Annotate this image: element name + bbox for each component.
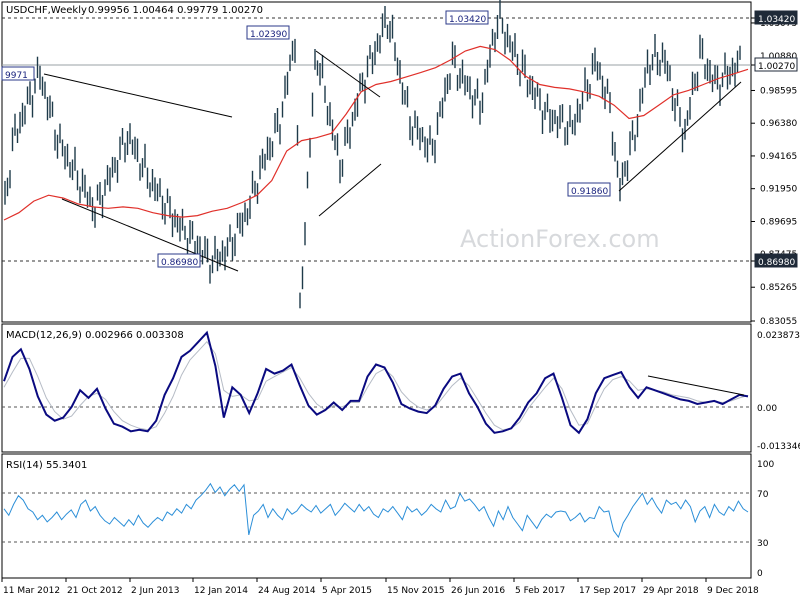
x-axis-tick-label: 12 Jan 2014	[194, 586, 248, 596]
trendline-lower-triangle	[318, 163, 382, 217]
trendline-lower-left	[61, 198, 239, 272]
price-callout-label: 9971	[5, 71, 28, 81]
price-box	[754, 57, 798, 72]
x-axis-tick-label: 17 Sep 2017	[579, 586, 636, 596]
macd-line	[3, 330, 749, 435]
price-box	[754, 10, 798, 25]
x-axis-tick-label: 24 Aug 2014	[258, 586, 316, 596]
x-axis-tick-label: 26 Jun 2016	[451, 586, 505, 596]
x-axis: 11 Mar 2012 21 Oct 2012 2 Jun 2013 12 Jan 2…	[1, 578, 759, 596]
trendline-upper-left	[43, 73, 233, 118]
ohlc-readout: 0.99956 1.00464 0.99779 1.00270	[88, 5, 263, 16]
price-callouts: 1.03420 1.00270 0.86980 1.02390 1.03420 9971 0…	[1, 10, 798, 268]
macd-tick-top: 0.023873	[757, 331, 800, 341]
price-callout-label: 1.02390	[250, 30, 287, 40]
moving-average-line	[3, 45, 749, 221]
macd-pane: MACD(12,26,9) 0.002966 0.003308 0.023873…	[1, 323, 800, 453]
rsi-title: RSI(14) 55.3401	[6, 460, 87, 471]
trendline-upper-triangle	[315, 50, 381, 98]
price-callout-box	[246, 25, 290, 40]
price-box-label: 0.86980	[758, 258, 795, 268]
x-axis-tick-label: 9 Dec 2018	[707, 586, 759, 596]
price-box-label: 1.03420	[758, 15, 795, 25]
macd-tick-bottom: -0.013346	[757, 442, 800, 452]
macd-tick-zero: 0.00	[757, 404, 777, 414]
price-axis-tick-label: 0.89695	[760, 218, 797, 228]
rsi-tick-100: 100	[757, 460, 774, 470]
x-axis-tick-label: 29 Apr 2018	[643, 586, 699, 596]
x-axis-tick-label: 21 Oct 2012	[67, 586, 123, 596]
price-pane: USDCHF,Weekly 0.99956 1.00464 0.99779 1.…	[1, 0, 798, 327]
price-callout-box	[1, 66, 35, 81]
price-callout-label: 1.03420	[449, 15, 486, 25]
watermark: ActionForex.com	[460, 225, 660, 253]
price-callout-label: 0.91860	[571, 187, 608, 197]
price-box	[754, 253, 798, 268]
price-callout-box	[445, 10, 489, 25]
rsi-tick-30: 30	[757, 539, 769, 549]
rsi-tick-0: 0	[757, 569, 763, 579]
price-axis-tick-label: 0.91950	[760, 185, 797, 195]
trendline-rising-support	[618, 81, 742, 192]
x-axis-tick-label: 5 Feb 2017	[515, 586, 565, 596]
price-axis-tick-label: 0.83055	[760, 317, 797, 327]
trendlines	[43, 50, 742, 272]
x-axis-tick-label: 15 Nov 2015	[387, 586, 445, 596]
price-horizontal-lines	[2, 17, 751, 262]
price-axis-tick-label: 0.98595	[760, 87, 797, 97]
price-callout-box	[157, 253, 201, 268]
price-frame	[1, 1, 752, 323]
macd-frame	[1, 323, 752, 453]
price-axis-tick-label: 0.96380	[760, 119, 797, 129]
price-axis-tick-label: 1.00880	[760, 52, 797, 62]
x-axis-tick-label: 11 Mar 2012	[3, 586, 60, 596]
price-box-label: 1.00270	[758, 62, 795, 72]
price-title: USDCHF,Weekly	[6, 5, 87, 16]
rsi-tick-70: 70	[757, 490, 769, 500]
rsi-line	[3, 482, 749, 539]
macd-title: MACD(12,26,9) 0.002966 0.003308	[6, 330, 184, 341]
price-axis-tick-label: 0.85265	[760, 283, 797, 293]
price-callout-label: 0.86980	[161, 258, 198, 268]
price-axis-tick-label: 0.94165	[760, 152, 797, 162]
x-axis-tick-label: 2 Jun 2013	[131, 586, 179, 596]
price-callout-box	[567, 182, 611, 197]
macd-trendline	[647, 375, 745, 396]
x-axis-tick-label: 5 Apr 2015	[322, 586, 372, 596]
rsi-frame	[1, 453, 752, 579]
rsi-pane: RSI(14) 55.3401 100 70 30 0	[1, 453, 774, 579]
